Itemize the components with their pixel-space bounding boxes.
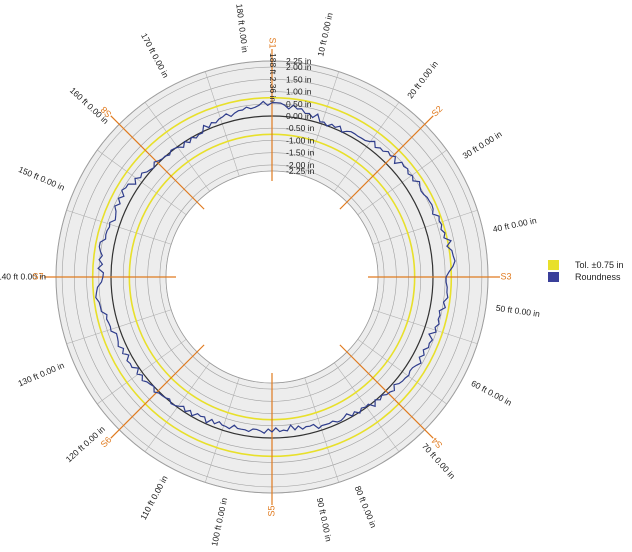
distance-label: 60 ft 0.00 in <box>470 378 514 408</box>
section-label: S7 <box>32 271 43 281</box>
distance-label: 188 ft 2.36 in <box>268 53 278 102</box>
section-label: S5 <box>266 505 276 516</box>
radial-tick-label: -1.00 in <box>286 135 315 145</box>
section-label: S6 <box>99 435 114 450</box>
section-line <box>339 344 434 439</box>
radial-tick-label: 0.00 in <box>286 111 312 121</box>
legend-swatch-roundness <box>548 272 559 282</box>
radial-tick-label: 2.00 in <box>286 62 312 72</box>
distance-label: 110 ft 0.00 in <box>138 474 170 522</box>
legend-label-tolerance: Tol. ±0.75 in <box>575 260 624 270</box>
distance-label: 150 ft 0.00 in <box>17 164 66 193</box>
section-line <box>339 115 434 210</box>
legend-item-roundness: Roundness <box>548 271 623 283</box>
section-line <box>110 344 205 439</box>
radial-tick-label: 1.50 in <box>286 74 312 84</box>
distance-label: 10 ft 0.00 in <box>315 11 334 57</box>
radial-tick-label: -0.50 in <box>286 123 315 133</box>
section-line <box>110 115 205 210</box>
distance-label: 80 ft 0.00 in <box>353 484 379 529</box>
legend: Tol. ±0.75 in Roundness <box>548 259 623 283</box>
radial-tick-label: -1.50 in <box>286 148 315 158</box>
distance-label: 50 ft 0.00 in <box>495 303 541 319</box>
distance-label: 30 ft 0.00 in <box>461 129 504 161</box>
legend-swatch-tolerance <box>548 260 559 270</box>
distance-label: 40 ft 0.00 in <box>492 215 538 234</box>
section-label: S1 <box>268 37 278 48</box>
roundness-trace <box>95 100 456 434</box>
radial-tick-label: 1.00 in <box>286 87 312 97</box>
radial-tick-label: 2.25 in <box>286 56 312 66</box>
distance-label: 180 ft 0.00 in <box>234 3 250 53</box>
distance-label: 100 ft 0.00 in <box>209 497 229 547</box>
legend-label-roundness: Roundness <box>575 272 621 282</box>
distance-label: 90 ft 0.00 in <box>315 497 334 543</box>
legend-item-tolerance: Tol. ±0.75 in <box>548 259 623 271</box>
distance-label: 160 ft 0.00 in <box>68 85 111 126</box>
radial-tick-label: -2.25 in <box>286 166 315 176</box>
distance-label: 170 ft 0.00 in <box>139 31 171 79</box>
section-label: S3 <box>500 271 511 281</box>
distance-label: 130 ft 0.00 in <box>16 360 65 389</box>
section-label: S2 <box>430 104 445 119</box>
distance-label: 140 ft 0.00 in <box>0 271 46 281</box>
radial-tick-label: -2.00 in <box>286 160 315 170</box>
radial-tick-label: 0.50 in <box>286 99 312 109</box>
distance-label: 20 ft 0.00 in <box>405 59 440 101</box>
